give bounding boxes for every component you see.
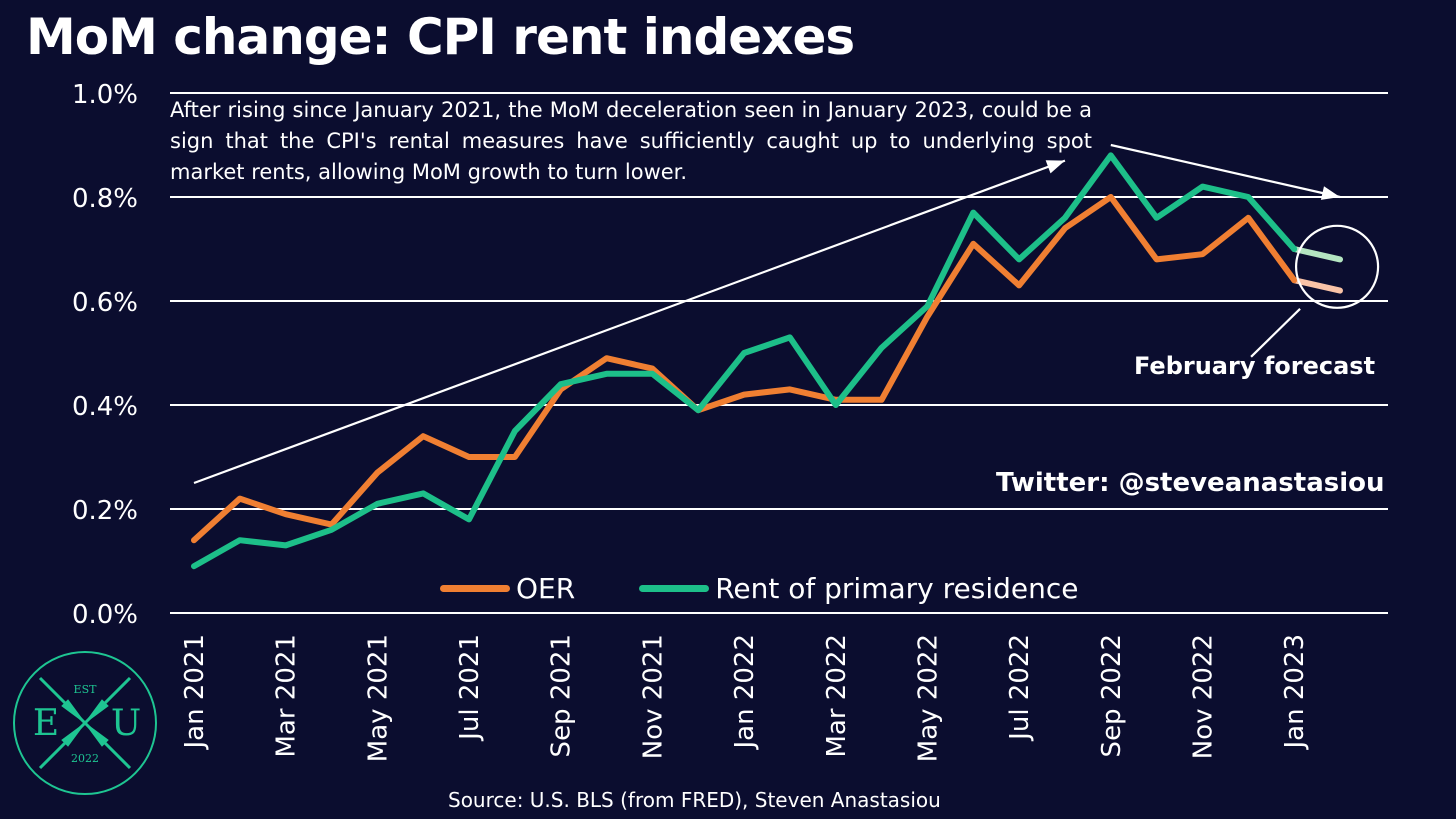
chart-title: MoM change: CPI rent indexes	[26, 8, 855, 66]
x-tick-label: Sep 2022	[1097, 634, 1127, 757]
exu-logo: EST E U 2022	[13, 651, 157, 795]
legend-item-oer: OER	[440, 572, 575, 605]
x-axis-tick-labels: Jan 2021 Mar 2021 May 2021 Jul 2021 Sep 2021…	[180, 634, 1310, 762]
y-axis-tick-labels: 0.0% 0.2% 0.4% 0.6% 0.8% 1.0%	[72, 80, 138, 630]
trend-arrow-head	[1045, 160, 1065, 174]
trend-arrow-line	[193, 159, 1066, 485]
y-tick-label: 0.4%	[72, 392, 138, 422]
legend-swatch-oer	[440, 584, 510, 592]
trend-arrow-head	[1320, 186, 1340, 200]
source-note: Source: U.S. BLS (from FRED), Steven Ana…	[448, 788, 941, 812]
trend-arrows	[193, 143, 1341, 485]
series-forecast-line	[1291, 246, 1343, 263]
x-tick-label: Jan 2021	[180, 634, 210, 751]
logo-top-text: EST	[74, 683, 98, 696]
logo-bottom-text: 2022	[71, 752, 99, 765]
x-tick-label: Sep 2021	[547, 634, 577, 757]
x-tick-label: Nov 2022	[1188, 634, 1218, 759]
twitter-handle: Twitter: @steveanastasiou	[996, 468, 1385, 498]
legend-label-rent: Rent of primary residence	[715, 571, 1079, 605]
series-line	[191, 194, 1298, 544]
forecast-label: February forecast	[1134, 352, 1376, 380]
x-tick-label: May 2021	[363, 634, 393, 762]
series-line	[191, 152, 1298, 570]
y-tick-label: 1.0%	[72, 80, 138, 110]
x-tick-label: Jan 2022	[730, 634, 760, 751]
x-tick-label: Mar 2022	[822, 634, 852, 758]
x-tick-label: Jul 2021	[455, 634, 485, 742]
x-tick-label: Mar 2021	[272, 634, 302, 758]
x-tick-label: Jan 2023	[1280, 634, 1310, 751]
legend-label-oer: OER	[516, 571, 576, 605]
logo-ring	[13, 651, 157, 795]
forecast-circle	[1250, 224, 1380, 358]
y-tick-label: 0.6%	[72, 288, 138, 318]
forecast-pointer-line	[1250, 308, 1301, 358]
legend: OER Rent of primary residence	[440, 568, 1142, 608]
logo-right-letter: U	[111, 703, 141, 744]
legend-swatch-rent	[639, 584, 710, 592]
series-forecast-line	[1291, 277, 1343, 294]
x-tick-label: Jul 2022	[1005, 634, 1035, 742]
logo-left-letter: E	[33, 703, 59, 744]
trend-arrow-line	[1110, 143, 1341, 199]
x-tick-label: May 2022	[913, 634, 943, 762]
annotation-text: After rising since January 2021, the MoM…	[170, 98, 1092, 184]
y-tick-label: 0.8%	[72, 184, 138, 214]
legend-item-rent: Rent of primary residence	[639, 572, 1078, 605]
y-tick-label: 0.0%	[72, 600, 138, 630]
series-lines	[191, 152, 1343, 570]
x-tick-label: Nov 2021	[638, 634, 668, 759]
forecast-circle-ring	[1294, 224, 1380, 309]
y-tick-label: 0.2%	[72, 496, 138, 526]
logo-cross-icon	[38, 676, 132, 770]
